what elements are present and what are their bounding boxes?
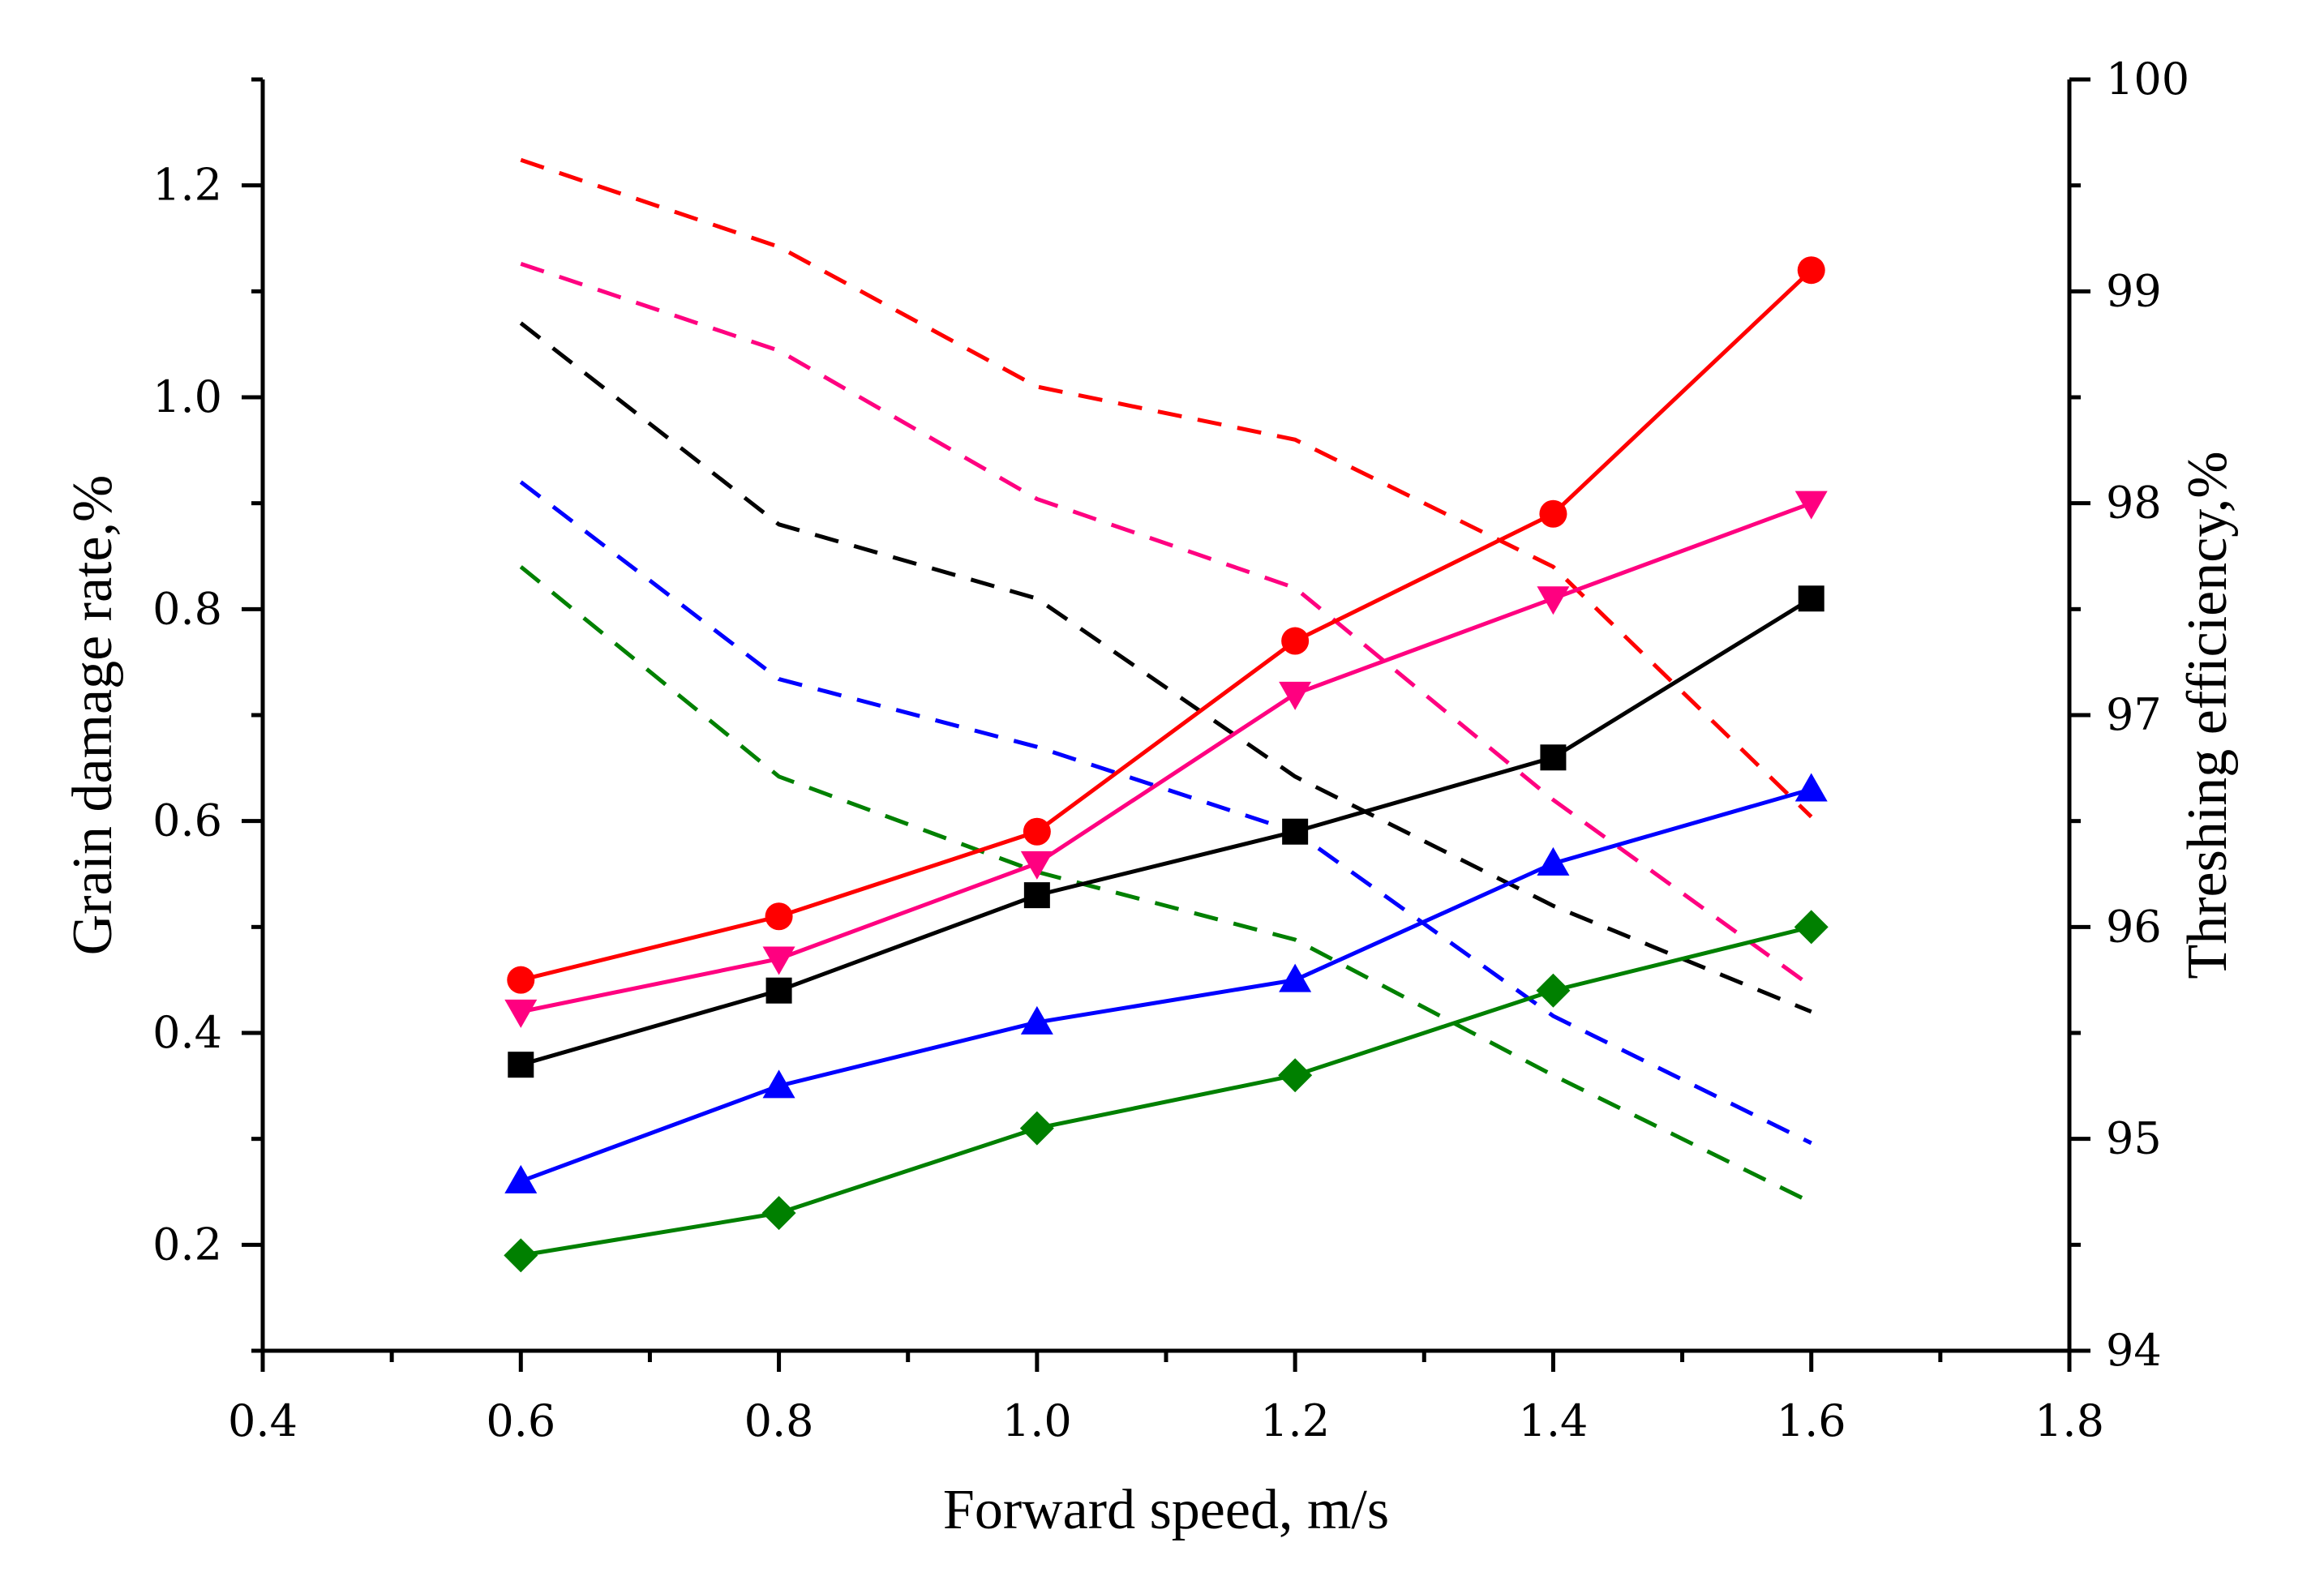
data-point-blue-up-triangle bbox=[762, 1069, 795, 1099]
y-right-tick-label: 94 bbox=[2106, 1325, 2162, 1376]
y-right-axis-title: Threshing efficiency,% bbox=[2176, 451, 2239, 979]
data-point-pink-down-triangle bbox=[504, 999, 538, 1028]
y-left-tick-label: 0.8 bbox=[152, 583, 222, 634]
y-left-tick-label: 0.6 bbox=[152, 795, 222, 846]
damage-line-red-circle bbox=[520, 268, 1813, 983]
data-point-green-diamond bbox=[504, 1238, 538, 1273]
data-point-black-square bbox=[1023, 882, 1050, 909]
data-point-blue-up-triangle bbox=[1794, 773, 1828, 802]
damage-line-green-diamond bbox=[520, 924, 1812, 1258]
data-point-blue-up-triangle bbox=[1279, 963, 1312, 992]
data-point-black-square bbox=[508, 1052, 534, 1078]
y-left-axis-title: Grain damage rate,% bbox=[62, 475, 124, 956]
y-left-tick-label: 1.2 bbox=[152, 160, 222, 211]
data-point-red-circle bbox=[507, 966, 535, 994]
y-right-tick-label: 95 bbox=[2106, 1113, 2162, 1164]
data-point-blue-up-triangle bbox=[1020, 1005, 1053, 1035]
x-tick-label: 0.4 bbox=[228, 1395, 298, 1446]
efficiency-lines bbox=[519, 157, 1813, 1205]
data-point-red-circle bbox=[1281, 627, 1310, 655]
x-tick-label: 0.8 bbox=[744, 1395, 814, 1446]
data-point-pink-down-triangle bbox=[1279, 681, 1312, 710]
data-point-red-circle bbox=[1797, 256, 1825, 285]
data-point-green-diamond bbox=[761, 1196, 796, 1231]
y-right-tick-label: 99 bbox=[2106, 265, 2162, 316]
data-point-red-circle bbox=[765, 902, 793, 931]
y-right-tick-label: 98 bbox=[2106, 478, 2162, 529]
x-tick-label: 1.8 bbox=[2035, 1395, 2104, 1446]
y-left-tick-label: 0.2 bbox=[152, 1219, 222, 1270]
x-tick-label: 1.0 bbox=[1002, 1395, 1072, 1446]
efficiency-line-blue-dashed bbox=[519, 480, 1812, 1146]
efficiency-line-pink-dashed bbox=[520, 261, 1813, 988]
data-point-blue-up-triangle bbox=[1537, 846, 1570, 876]
efficiency-line-green-dashed bbox=[519, 565, 1812, 1205]
x-axis-title: Forward speed, m/s bbox=[943, 1479, 1389, 1541]
tick-marks bbox=[242, 77, 2090, 1372]
damage-line-blue-up-triangle bbox=[520, 787, 1812, 1184]
damage-lines bbox=[520, 268, 1813, 1258]
data-point-red-circle bbox=[1539, 499, 1567, 528]
data-point-red-circle bbox=[1023, 817, 1051, 846]
data-point-black-square bbox=[1798, 585, 1824, 612]
x-tick-label: 0.6 bbox=[486, 1395, 555, 1446]
damage-line-black-square bbox=[520, 597, 1813, 1067]
x-tick-label: 1.6 bbox=[1777, 1395, 1846, 1446]
data-point-black-square bbox=[1540, 744, 1567, 771]
data-point-green-diamond bbox=[1278, 1058, 1313, 1093]
data-point-green-diamond bbox=[1794, 910, 1829, 945]
y-left-tick-label: 0.4 bbox=[152, 1007, 222, 1058]
data-point-blue-up-triangle bbox=[504, 1164, 538, 1193]
tick-labels: 0.4 0.6 0.8 1.0 1.2 1.4 1.6 1.8 0.2 0.4 0.6 0.8 1.0 1… bbox=[152, 54, 2189, 1446]
data-point-black-square bbox=[765, 977, 792, 1004]
x-tick-label: 1.4 bbox=[1518, 1395, 1588, 1446]
efficiency-line-black-dashed bbox=[519, 321, 1812, 1014]
efficiency-line-red-dashed bbox=[520, 157, 1813, 819]
damage-line-pink-down-triangle bbox=[520, 501, 1812, 1014]
y-right-tick-label: 97 bbox=[2106, 689, 2162, 740]
data-point-pink-down-triangle bbox=[1794, 491, 1828, 520]
markers bbox=[504, 256, 1829, 1273]
data-point-pink-down-triangle bbox=[1020, 850, 1053, 880]
y-right-tick-label: 96 bbox=[2106, 901, 2162, 952]
data-point-pink-down-triangle bbox=[762, 946, 795, 975]
data-point-black-square bbox=[1282, 818, 1309, 845]
data-point-green-diamond bbox=[1019, 1111, 1054, 1146]
y-right-tick-label: 100 bbox=[2106, 54, 2189, 105]
x-tick-label: 1.2 bbox=[1260, 1395, 1330, 1446]
data-point-pink-down-triangle bbox=[1537, 586, 1570, 615]
y-left-tick-label: 1.0 bbox=[152, 371, 222, 422]
data-point-green-diamond bbox=[1536, 973, 1571, 1008]
